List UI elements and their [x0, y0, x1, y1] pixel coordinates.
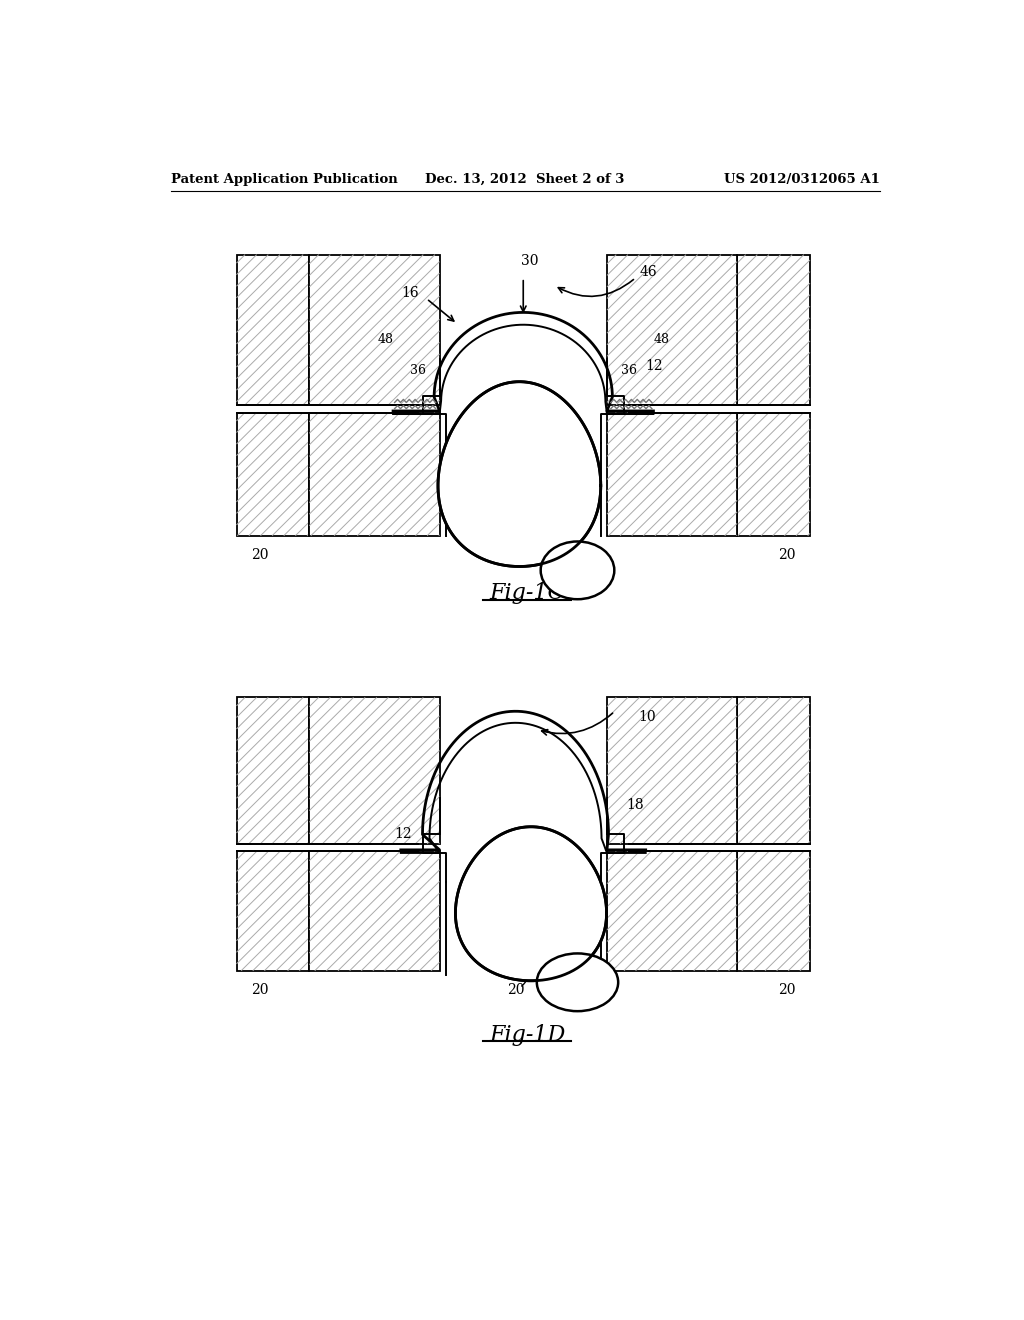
Bar — [607, 255, 737, 405]
Bar — [737, 851, 810, 970]
Bar — [309, 851, 439, 970]
Text: 48: 48 — [377, 333, 393, 346]
Bar — [737, 255, 810, 405]
Text: 48: 48 — [653, 333, 670, 346]
Text: Fig-1D: Fig-1D — [488, 1024, 565, 1045]
Text: Fig-1C: Fig-1C — [489, 582, 565, 605]
Bar — [737, 412, 810, 536]
Text: 12: 12 — [395, 826, 413, 841]
Bar — [607, 851, 737, 970]
Text: 20: 20 — [778, 548, 796, 562]
Text: 12: 12 — [646, 359, 664, 374]
Text: 24: 24 — [550, 970, 568, 983]
Text: US 2012/0312065 A1: US 2012/0312065 A1 — [724, 173, 880, 186]
Text: 20: 20 — [507, 983, 524, 997]
Text: Patent Application Publication: Patent Application Publication — [171, 173, 397, 186]
Text: 36: 36 — [621, 364, 637, 378]
Ellipse shape — [537, 953, 618, 1011]
Text: 18: 18 — [627, 799, 644, 812]
Text: 18: 18 — [580, 459, 597, 474]
Text: 20: 20 — [507, 548, 524, 562]
Text: 46: 46 — [640, 264, 657, 279]
Text: 22: 22 — [498, 879, 517, 892]
Bar — [237, 412, 309, 536]
Bar — [309, 255, 439, 405]
Text: 22: 22 — [502, 451, 521, 466]
Bar — [309, 412, 439, 536]
Bar — [607, 697, 737, 843]
Polygon shape — [456, 826, 606, 981]
Bar — [737, 697, 810, 843]
Text: 16: 16 — [401, 286, 419, 300]
Text: 36: 36 — [410, 364, 426, 378]
Text: 20: 20 — [778, 983, 796, 997]
Bar — [309, 697, 439, 843]
Bar — [607, 412, 737, 536]
Bar — [237, 697, 309, 843]
Text: 20: 20 — [251, 548, 268, 562]
Text: Dec. 13, 2012  Sheet 2 of 3: Dec. 13, 2012 Sheet 2 of 3 — [425, 173, 625, 186]
Polygon shape — [438, 381, 601, 566]
Text: 10: 10 — [638, 710, 655, 723]
Text: 30: 30 — [520, 253, 539, 268]
Ellipse shape — [541, 541, 614, 599]
Text: 48: 48 — [558, 412, 573, 425]
Bar — [237, 851, 309, 970]
Bar — [237, 255, 309, 405]
Text: 20: 20 — [251, 983, 268, 997]
Text: 48: 48 — [473, 412, 488, 425]
